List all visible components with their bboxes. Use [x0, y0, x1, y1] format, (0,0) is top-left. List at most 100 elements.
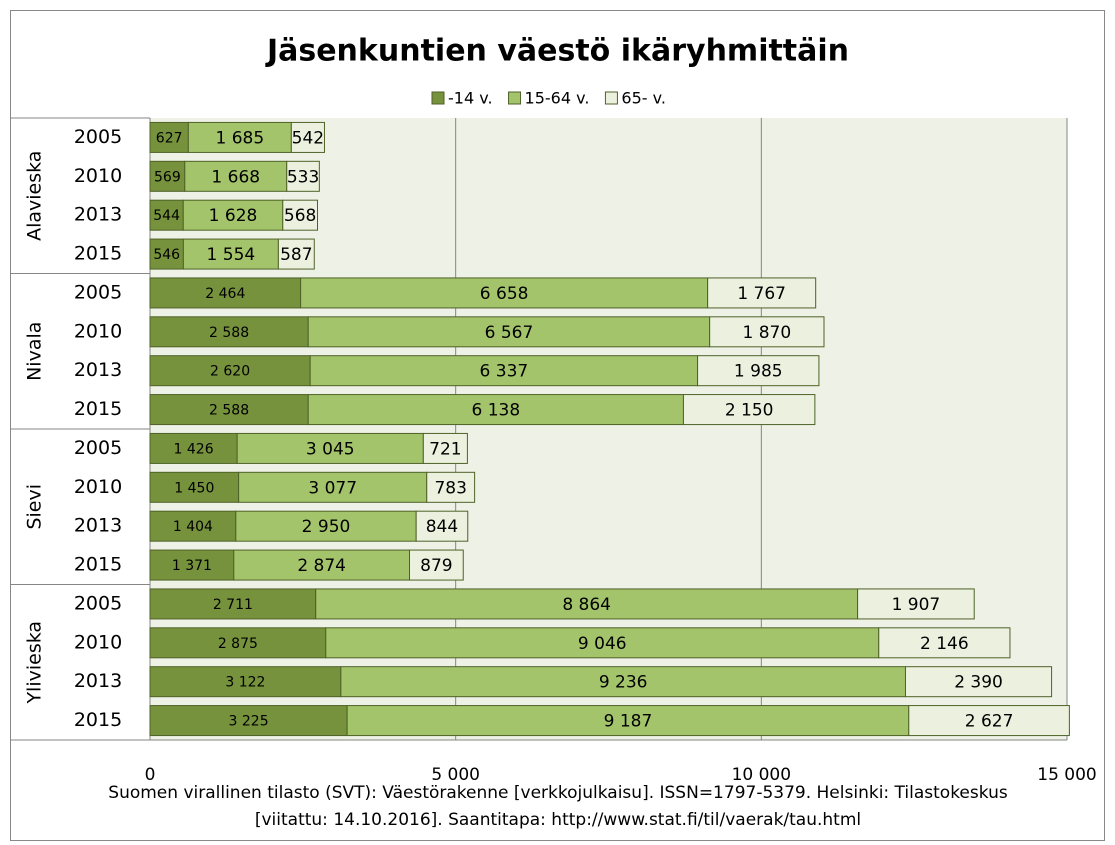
data-label: 2 874: [297, 556, 346, 576]
y-tick-label: 2010: [74, 320, 122, 342]
bar-segment: [409, 549, 464, 581]
data-label: 879: [420, 556, 452, 576]
group-label: Nivala: [24, 322, 46, 381]
bar-segment: [149, 355, 311, 387]
data-label: 6 138: [471, 401, 520, 421]
bar-segment: [236, 432, 424, 464]
y-tick-label: 2010: [74, 165, 122, 187]
data-label: 6 337: [480, 362, 529, 382]
bar-segment: [149, 238, 184, 270]
data-label: 2 875: [218, 636, 258, 652]
data-label: 568: [284, 206, 316, 226]
bar-segment: [426, 471, 476, 503]
y-tick-label: 2013: [74, 515, 122, 537]
y-tick-label: 2013: [74, 204, 122, 226]
data-label: 1 426: [174, 441, 214, 457]
data-label: 8 864: [562, 595, 611, 615]
bar-segment: [182, 238, 279, 270]
bar-segment: [149, 316, 309, 348]
bar-segment: [184, 160, 288, 192]
bar-segment: [149, 160, 186, 192]
bar-segment: [149, 471, 240, 503]
data-label: 1 668: [211, 167, 260, 187]
bar-segment: [277, 238, 315, 270]
y-tick-label: 2010: [74, 476, 122, 498]
group-label: Ylivieska: [24, 621, 46, 705]
data-label: 2 711: [213, 597, 253, 613]
legend-swatch: [604, 91, 618, 105]
legend-label: 65- v.: [621, 89, 666, 108]
data-label: 587: [280, 245, 312, 265]
data-label: 1 767: [737, 284, 786, 304]
data-label: 3 122: [225, 675, 265, 691]
bar-segment: [908, 705, 1070, 737]
data-label: 533: [287, 167, 319, 187]
data-label: 9 236: [599, 673, 648, 693]
bar-segment: [233, 549, 411, 581]
bar-segment: [149, 277, 302, 309]
y-tick-label: 2013: [74, 359, 122, 381]
bar-segment: [300, 277, 709, 309]
bar-segment: [149, 666, 342, 698]
data-label: 2 950: [302, 517, 351, 537]
bar-segment: [904, 666, 1053, 698]
x-tick-label: 15 000: [1037, 765, 1096, 785]
data-label: 783: [434, 478, 466, 498]
data-label: 2 150: [725, 401, 774, 421]
data-label: 1 985: [734, 362, 783, 382]
data-label: 627: [156, 130, 183, 146]
bar-segment: [187, 121, 292, 153]
bar-segment: [182, 199, 284, 231]
data-label: 569: [154, 169, 181, 185]
data-label: 546: [153, 247, 180, 263]
data-label: 9 187: [604, 712, 653, 732]
y-tick-label: 2015: [74, 398, 122, 420]
data-label: 1 450: [174, 480, 214, 496]
bar-segment: [149, 549, 235, 581]
data-label: 2 390: [954, 673, 1003, 693]
y-tick-label: 2013: [74, 670, 122, 692]
data-label: 544: [153, 208, 180, 224]
bar-segment: [346, 705, 910, 737]
x-tick-label: 5 000: [431, 765, 480, 785]
bar-segment: [286, 160, 320, 192]
bar-segment: [878, 627, 1011, 659]
data-label: 2 588: [209, 403, 249, 419]
source-note: [viitattu: 14.10.2016]. Saantitapa: http…: [255, 810, 861, 830]
y-tick-label: 2005: [74, 126, 122, 148]
data-label: 6 658: [480, 284, 529, 304]
bar-segment: [422, 432, 468, 464]
legend-label: 15-64 v.: [525, 89, 590, 108]
bar-segment: [709, 316, 825, 348]
data-label: 3 225: [229, 714, 269, 730]
legend-swatch: [431, 91, 445, 105]
x-tick-label: 0: [145, 765, 156, 785]
chart-title: Jäsenkuntien väestö ikäryhmittäin: [265, 34, 849, 69]
source-note: Suomen virallinen tilasto (SVT): Väestör…: [108, 783, 1008, 803]
bar-segment: [149, 394, 309, 426]
legend-label: -14 v.: [448, 89, 493, 108]
y-tick-label: 2015: [74, 554, 122, 576]
y-tick-label: 2010: [74, 631, 122, 653]
group-label: Alavieska: [24, 151, 46, 241]
bar-segment: [707, 277, 817, 309]
bar-segment: [235, 510, 417, 542]
bar-segment: [307, 316, 711, 348]
bar-segment: [149, 199, 184, 231]
data-label: 2 620: [210, 364, 250, 380]
bar-segment: [415, 510, 469, 542]
y-tick-label: 2005: [74, 281, 122, 303]
data-label: 1 628: [209, 206, 258, 226]
data-label: 3 045: [306, 439, 355, 459]
data-label: 2 464: [205, 286, 245, 302]
y-tick-label: 2005: [74, 592, 122, 614]
data-label: 844: [426, 517, 458, 537]
bar-segment: [149, 121, 189, 153]
data-label: 2 146: [920, 634, 969, 654]
group-label: Sievi: [24, 484, 46, 530]
data-label: 9 046: [578, 634, 627, 654]
data-label: 1 371: [172, 558, 212, 574]
bar-segment: [697, 355, 820, 387]
bar-segment: [282, 199, 319, 231]
data-label: 1 554: [207, 245, 256, 265]
